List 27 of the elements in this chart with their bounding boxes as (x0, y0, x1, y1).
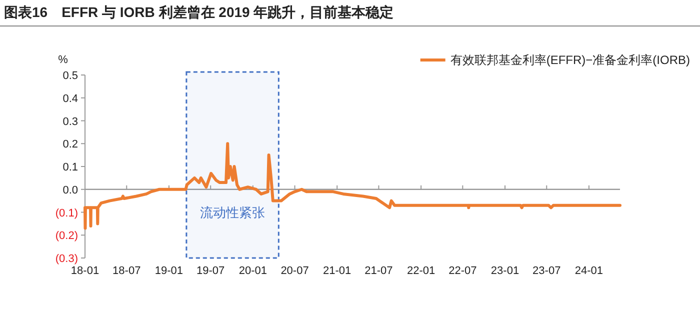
y-tick-label: 0.1 (62, 162, 78, 174)
y-tick-label: (0.1) (55, 207, 78, 220)
x-tick-label: 22-07 (448, 265, 477, 277)
x-tick-label: 21-07 (364, 265, 393, 277)
y-tick-label: 0.0 (62, 184, 78, 196)
x-tick-label: 19-01 (154, 265, 184, 277)
x-tick-label: 19-07 (196, 265, 225, 277)
x-tick-label: 22-01 (406, 265, 436, 277)
y-axis-title: % (58, 54, 68, 66)
x-tick-label: 21-01 (323, 265, 352, 277)
chart-title: 图表16 EFFR 与 IORB 利差曾在 2019 年跳升，目前基本稳定 (4, 4, 394, 20)
band: 流动性紧张 (186, 71, 280, 259)
x-tick-label: 23-01 (490, 265, 520, 277)
y-tick-label: 0.4 (62, 92, 78, 105)
x-tick-label: 24-01 (574, 265, 604, 277)
x-tick-label: 23-07 (532, 265, 561, 277)
y-tick-label: 0.2 (62, 138, 78, 151)
legend: 有效联邦基金利率(EFFR)−准备金利率(IORB) (420, 53, 690, 67)
y-tick-label: (0.3) (55, 253, 78, 265)
x-tick-label: 20-07 (280, 265, 309, 277)
x-tick-label: 20-01 (238, 265, 267, 277)
x-tick-label: 18-07 (112, 265, 141, 277)
y-tick-label: (0.2) (55, 230, 78, 242)
y-tick-label: 0.5 (62, 70, 78, 82)
x-tick-label: 18-01 (70, 265, 100, 277)
y-tick-label: 0.3 (62, 116, 78, 128)
band-label: 流动性紧张 (200, 204, 266, 220)
